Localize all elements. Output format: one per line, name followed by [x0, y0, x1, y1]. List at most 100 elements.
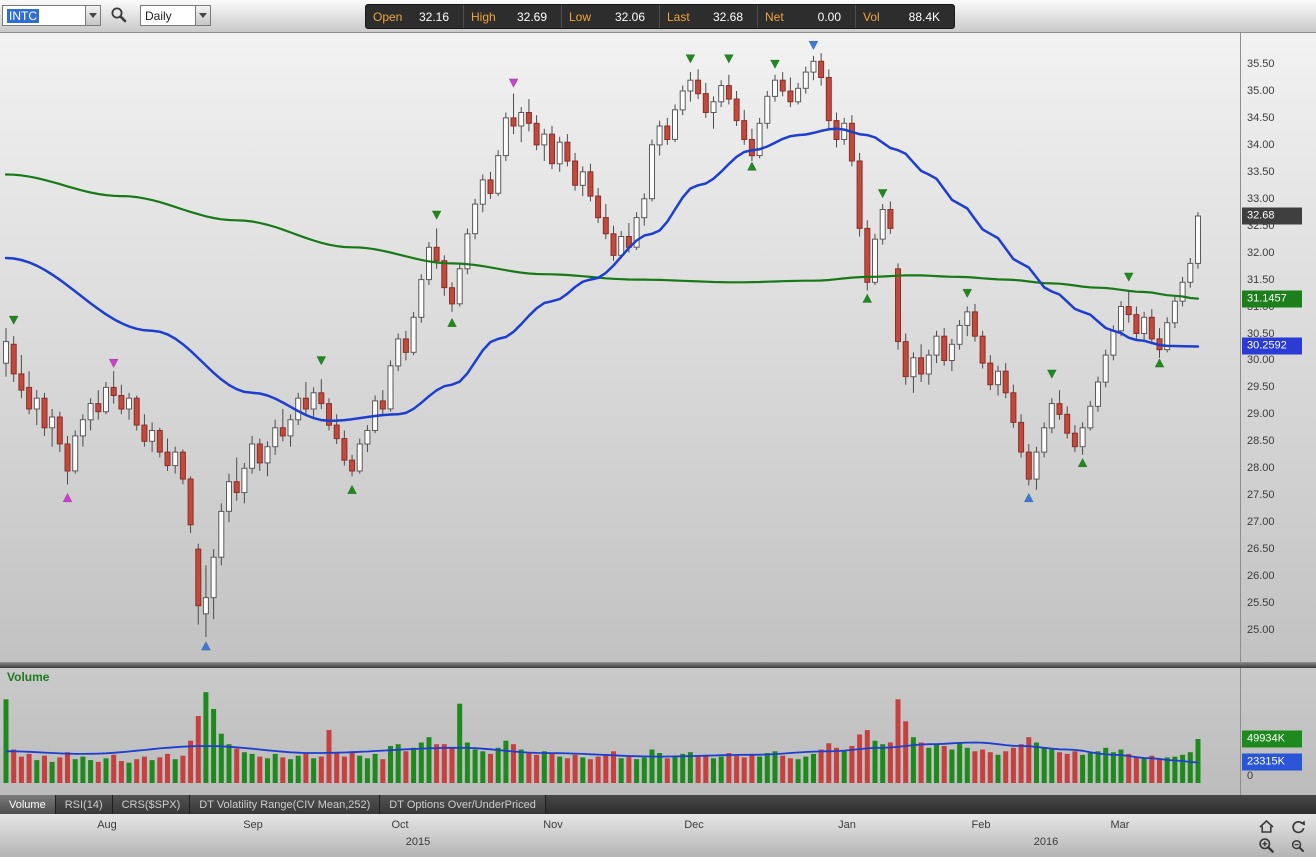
- month-label: Feb: [971, 819, 991, 831]
- stat-net: Net 0.00: [758, 5, 856, 28]
- stat-last: Last 32.68: [660, 5, 758, 28]
- price-tick-label: 35.00: [1247, 84, 1275, 97]
- quote-stats-bar: Open 32.16 High 32.69 Low 32.06 Last 32.68 Net 0.…: [365, 4, 955, 29]
- signal-down-triangle-icon: [723, 54, 734, 64]
- chevron-down-icon: [199, 13, 207, 18]
- month-label: Aug: [97, 819, 117, 831]
- price-marker-badge: 32.68: [1242, 207, 1302, 225]
- signal-up-triangle-icon: [862, 293, 873, 303]
- price-tick-label: 29.00: [1247, 408, 1275, 421]
- stat-label: Low: [569, 9, 592, 24]
- time-axis[interactable]: Aug Sep Oct Nov Dec Jan Feb Mar 2015 2016: [0, 814, 1316, 857]
- search-button[interactable]: [107, 6, 129, 26]
- reset-view-icon: [1292, 820, 1305, 833]
- volume-axis[interactable]: 49934K 23315K 0: [1240, 668, 1316, 795]
- signal-down-triangle-icon: [685, 54, 696, 64]
- tab-dt-volatility-range-civ-mean-252[interactable]: DT Volatility Range(CIV Mean,252): [190, 795, 381, 814]
- stat-value: 88.4K: [908, 9, 940, 24]
- symbol-dropdown-button[interactable]: [86, 5, 101, 26]
- price-tick-label: 26.50: [1247, 543, 1275, 556]
- zoom-in-button[interactable]: [1256, 837, 1276, 854]
- reset-view-button[interactable]: [1288, 818, 1308, 835]
- signal-up-triangle-icon: [62, 492, 73, 503]
- ma-green-line: [4, 173, 1200, 300]
- stat-high: High 32.69: [464, 5, 562, 28]
- volume-pane: Volume 49934K 23315K 0: [0, 668, 1316, 795]
- stat-value: 32.69: [516, 9, 547, 24]
- timeframe-dropdown-button[interactable]: [196, 5, 211, 26]
- signal-up-triangle-icon: [201, 641, 211, 651]
- volume-pane-title: Volume: [7, 670, 50, 684]
- stat-label: High: [471, 9, 496, 24]
- zoom-in-icon: [1258, 838, 1274, 853]
- chart-nav-icons: [1256, 818, 1308, 854]
- signal-up-triangle-icon: [347, 484, 357, 495]
- signal-down-triangle-icon: [808, 40, 819, 51]
- signal-down-triangle-icon: [316, 356, 327, 366]
- stat-value: 32.16: [418, 9, 449, 24]
- price-tick-label: 34.00: [1247, 138, 1275, 151]
- signal-down-triangle-icon: [770, 59, 780, 70]
- signal-down-triangle-icon: [108, 358, 119, 369]
- month-label: Nov: [543, 819, 563, 831]
- home-button[interactable]: [1256, 818, 1276, 835]
- stat-value: 32.68: [712, 9, 743, 24]
- signal-up-triangle-icon: [1154, 358, 1165, 368]
- home-icon: [1258, 819, 1274, 833]
- tab-volume[interactable]: Volume: [0, 795, 56, 814]
- stat-value: 32.06: [614, 9, 645, 24]
- price-axis[interactable]: 35.50 35.00 34.50 34.00 33.50 33.00 32.50 32.00…: [1240, 33, 1316, 662]
- volume-marker-badge: 23315K: [1242, 753, 1302, 771]
- chevron-down-icon: [89, 13, 97, 18]
- price-tick-label: 32.00: [1247, 246, 1275, 259]
- price-tick-label: 27.50: [1247, 489, 1275, 502]
- stat-label: Open: [373, 9, 403, 24]
- price-tick-label: 33.00: [1247, 192, 1275, 205]
- stat-open: Open 32.16: [366, 5, 464, 28]
- volume-tick-label: 0: [1247, 770, 1254, 782]
- timeframe-value: Daily: [145, 8, 172, 23]
- month-label: Mar: [1110, 819, 1130, 831]
- symbol-input[interactable]: INTC: [2, 5, 86, 26]
- price-tick-label: 33.50: [1247, 165, 1275, 178]
- signal-down-triangle-icon: [8, 315, 19, 326]
- volume-bars-group: [3, 692, 1201, 783]
- signal-up-triangle-icon: [1077, 457, 1088, 468]
- month-label: Oct: [391, 819, 409, 831]
- year-label: 2015: [405, 836, 431, 848]
- indicator-tabbar: Volume RSI(14) CRS($SPX) DT Volatility Rang…: [0, 795, 1316, 814]
- volume-marker-badge: 49934K: [1242, 730, 1302, 748]
- zoom-out-button[interactable]: [1288, 837, 1308, 854]
- tab-crs-spx[interactable]: CRS($SPX): [112, 795, 191, 814]
- signal-up-triangle-icon: [447, 317, 457, 327]
- month-label: Jan: [838, 819, 856, 831]
- price-tick-label: 30.50: [1247, 327, 1275, 340]
- pane-splitter[interactable]: [0, 662, 1316, 668]
- volume-chart[interactable]: [0, 668, 1240, 795]
- price-tick-label: 25.50: [1247, 597, 1275, 609]
- price-tick-label: 34.50: [1247, 111, 1275, 124]
- price-marker-badge: 30.2592: [1242, 337, 1302, 355]
- price-tick-label: 25.00: [1247, 623, 1275, 636]
- symbol-combo: INTC: [2, 5, 101, 26]
- signal-down-triangle-icon: [962, 288, 973, 299]
- price-tick-label: 31.50: [1247, 273, 1275, 286]
- price-tick-label: 26.00: [1247, 570, 1275, 583]
- price-tick-label: 29.50: [1247, 381, 1275, 394]
- signal-down-triangle-icon: [1046, 369, 1057, 379]
- stat-label: Net: [765, 9, 784, 24]
- tab-rsi-14[interactable]: RSI(14): [55, 795, 113, 814]
- stat-label: Vol: [863, 9, 880, 24]
- stat-value: 0.00: [817, 9, 841, 24]
- candlestick-chart[interactable]: [0, 33, 1240, 662]
- timeframe-combo: Daily: [140, 5, 211, 26]
- zoom-out-icon: [1291, 839, 1304, 852]
- signal-markers-group: [8, 40, 1165, 651]
- tab-dt-options-over-underpriced[interactable]: DT Options Over/UnderPriced: [380, 795, 546, 814]
- timeframe-select[interactable]: Daily: [140, 5, 196, 26]
- signal-down-triangle-icon: [1123, 272, 1134, 282]
- search-icon: [111, 7, 126, 23]
- year-label: 2016: [1033, 836, 1059, 848]
- price-tick-label: 35.50: [1247, 58, 1275, 70]
